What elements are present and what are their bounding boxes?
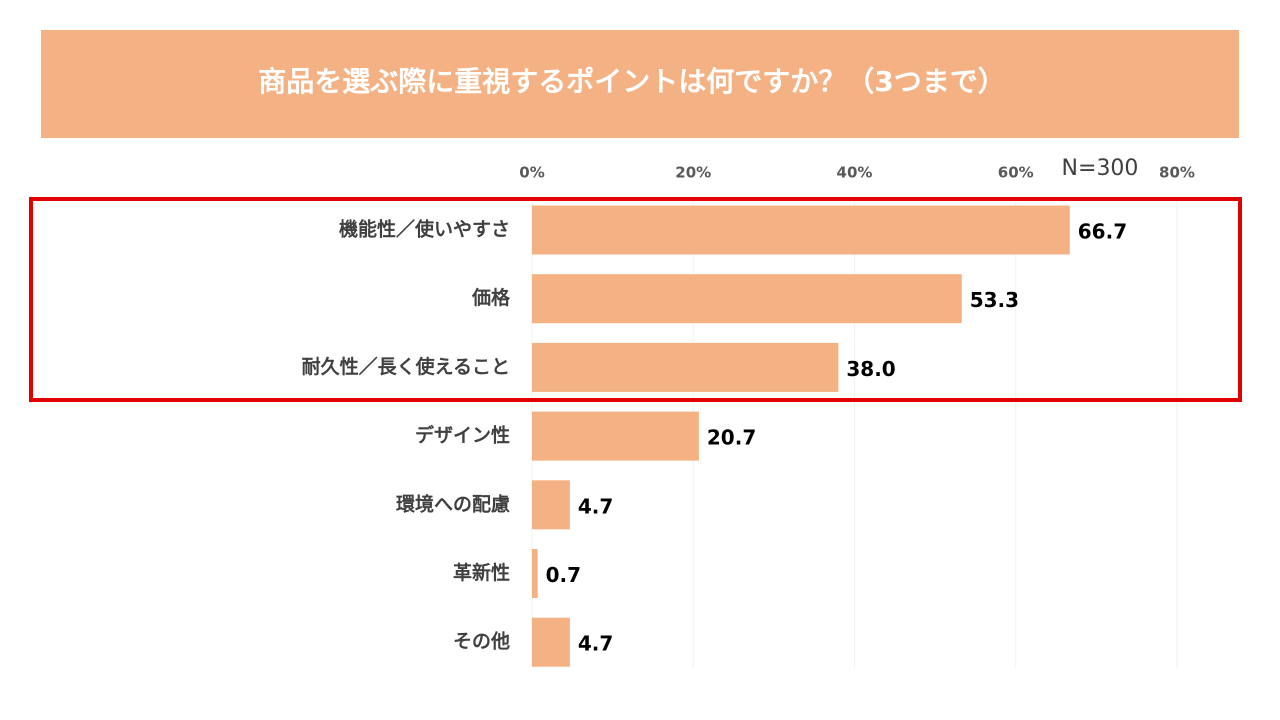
annotation: N=300 [1062,156,1139,181]
value-label: 66.7 [1078,220,1127,244]
bar [532,617,570,667]
y-tick-label: 価格 [471,286,511,309]
y-tick-label: 環境への配慮 [396,492,510,515]
bar [532,342,839,392]
y-tick-label: デザイン性 [415,424,510,447]
y-tick-label: その他 [453,630,510,653]
value-label: 53.3 [970,288,1019,312]
highlight-box [29,197,1242,402]
bar [532,274,962,324]
chart-title: 商品を選ぶ際に重視するポイントは何ですか？（3つまで） [258,65,1006,98]
bar [532,549,538,598]
y-tick-label: 耐久性／長く使えること [302,355,510,378]
bar [532,205,1070,255]
value-label: 0.7 [546,563,581,587]
x-tick-label: 40% [837,164,873,182]
x-tick-label: 20% [675,164,711,182]
value-label: 4.7 [578,632,613,656]
y-tick-label: 革新性 [453,561,510,584]
x-tick-label: 60% [998,164,1034,182]
y-tick-label: 機能性／使いやすさ [339,218,510,241]
bar [532,480,570,530]
plot: 0% 20% 40% 60% 80% 機能性／使いやすさ 66.7 価格 53.3 耐久性／長く使… [302,164,1195,668]
value-label: 20.7 [707,426,756,450]
title-banner [41,30,1239,138]
x-tick-label: 80% [1159,164,1195,182]
value-label: 38.0 [846,357,895,381]
value-label: 4.7 [578,494,613,518]
x-tick-label: 0% [519,164,544,182]
bar [532,411,699,461]
